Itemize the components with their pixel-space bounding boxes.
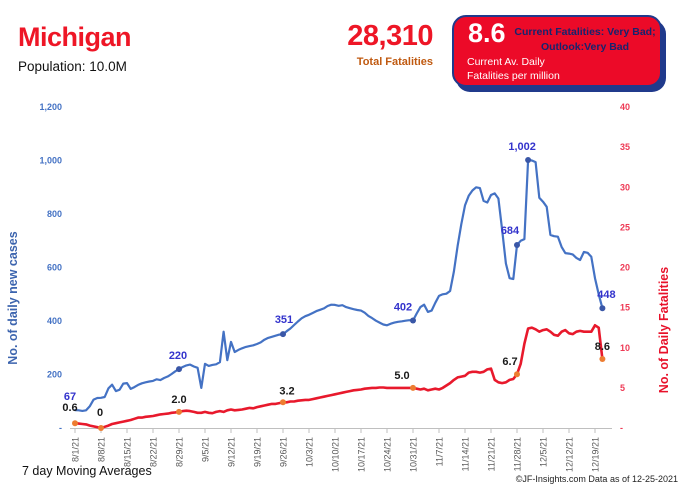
x-tick-label: 10/10/21	[331, 437, 341, 472]
cases-marker	[599, 305, 606, 312]
fatalities-data-label: 6.7	[502, 356, 517, 368]
right-axis-tick-label: -	[620, 423, 623, 433]
x-tick-label: 11/14/21	[461, 437, 471, 471]
x-tick-label: 9/12/21	[227, 437, 237, 467]
left-axis-tick-label: 800	[47, 209, 62, 219]
x-tick-label: 9/5/21	[201, 437, 211, 462]
x-tick-label: 8/22/21	[149, 437, 159, 467]
fatalities-data-label: 5.0	[394, 370, 409, 382]
cases-marker	[514, 242, 520, 248]
left-axis-tick-label: 600	[47, 263, 62, 273]
fatalities-data-label: 8.6	[595, 341, 610, 353]
badge-status-line2: Outlook:Very Bad	[540, 41, 630, 53]
right-axis-tick-label: 30	[620, 182, 630, 192]
x-tick-label: 12/19/21	[591, 437, 601, 472]
fatalities-marker	[599, 356, 606, 362]
left-axis-tick-label: -	[59, 423, 62, 433]
right-axis-tick-label: 40	[620, 102, 630, 112]
right-axis-tick-label: 5	[620, 383, 625, 393]
right-axis-tick-label: 10	[620, 343, 630, 353]
x-tick-label: 11/28/21	[513, 437, 523, 471]
cases-data-label: 684	[501, 225, 520, 237]
total-fatalities-value: 28,310	[347, 20, 433, 52]
total-fatalities-label: Total Fatalities	[356, 56, 433, 68]
cases-data-label: 448	[597, 289, 615, 301]
fatalities-marker	[176, 408, 182, 415]
x-tick-label: 11/7/21	[435, 437, 445, 466]
x-tick-label: 10/24/21	[383, 437, 393, 472]
left-axis-tick-label: 200	[47, 370, 62, 380]
fatalities-marker	[280, 399, 286, 406]
cases-data-label: 67	[64, 391, 76, 403]
right-axis-tick-label: 15	[620, 303, 630, 313]
fatalities-data-label: 3.2	[279, 385, 294, 397]
x-tick-label: 10/3/21	[305, 437, 315, 467]
cases-marker	[176, 366, 182, 373]
badge-caption-line2: Fatalities per million	[467, 69, 560, 82]
x-tick-label: 12/12/21	[565, 437, 575, 472]
cases-data-label: 1,002	[508, 141, 536, 153]
badge-caption-line1: Current Av. Daily	[467, 56, 545, 68]
x-tick-label: 11/21/21	[487, 437, 497, 471]
badge-status-line1: Current Fatalities: Very Bad;	[514, 26, 656, 38]
fatalities-data-label: 2.0	[171, 394, 186, 406]
left-axis-title: No. of daily new cases	[6, 231, 20, 365]
fatalities-data-label: 0	[97, 407, 103, 419]
status-badge: 8.6 Current Av. Daily Fatalities per mil…	[452, 15, 662, 87]
cases-line	[73, 158, 604, 412]
x-tick-label: 8/8/21	[97, 437, 107, 462]
left-axis-tick-label: 1,000	[39, 156, 62, 166]
badge-daily-rate-value: 8.6	[468, 18, 506, 48]
x-tick-label: 10/17/21	[357, 437, 367, 472]
x-tick-label: 8/1/21	[71, 437, 81, 462]
fatalities-marker	[72, 420, 78, 427]
cases-marker	[280, 331, 286, 338]
moving-average-note: 7 day Moving Averages	[22, 464, 152, 478]
x-tick-label: 9/26/21	[279, 437, 289, 467]
x-tick-label: 9/19/21	[253, 437, 263, 467]
x-tick-label: 10/31/21	[409, 437, 419, 472]
cases-data-label: 351	[275, 314, 293, 326]
cases-data-label: 220	[169, 350, 187, 362]
fatalities-marker	[98, 425, 104, 431]
badge-status-text: Current Fatalities: Very Bad; Outlook:Ve…	[513, 25, 657, 55]
fatalities-marker	[514, 371, 520, 378]
right-axis-title: No. of Daily Fatalities	[657, 266, 671, 394]
cases-marker	[410, 317, 416, 324]
badge-daily-rate-caption: Current Av. Daily Fatalities per million	[467, 56, 560, 83]
x-tick-label: 12/5/21	[539, 437, 549, 467]
page-title: Michigan	[18, 22, 132, 52]
right-axis-tick-label: 25	[620, 222, 630, 232]
copyright-note: ©JF-Insights.com Data as of 12-25-2021	[515, 474, 678, 484]
left-axis-tick-label: 400	[47, 316, 62, 326]
fatalities-marker	[410, 384, 416, 391]
fatalities-data-label: 0.6	[62, 402, 77, 414]
cases-marker	[525, 157, 532, 163]
total-fatalities-block: 28,310 Total Fatalities	[288, 20, 433, 68]
x-tick-label: 8/29/21	[175, 437, 185, 467]
fatalities-line	[73, 323, 604, 430]
right-axis-tick-label: 35	[620, 142, 630, 152]
x-tick-label: 8/15/21	[123, 437, 133, 467]
cases-data-label: 402	[394, 302, 412, 314]
population-label: Population: 10.0M	[18, 59, 127, 74]
right-axis-tick-label: 20	[620, 263, 630, 273]
left-axis-tick-label: 1,200	[39, 102, 62, 112]
